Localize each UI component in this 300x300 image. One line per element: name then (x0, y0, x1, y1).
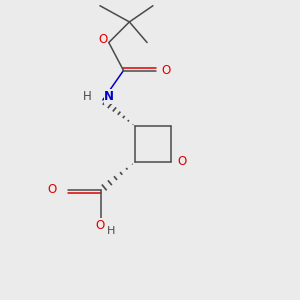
Text: O: O (162, 64, 171, 77)
Text: H: H (107, 226, 115, 236)
Text: O: O (98, 33, 107, 46)
Text: O: O (95, 219, 105, 232)
Text: N: N (104, 90, 114, 103)
Text: O: O (47, 183, 56, 196)
Text: O: O (177, 155, 186, 168)
Text: H: H (83, 90, 92, 103)
